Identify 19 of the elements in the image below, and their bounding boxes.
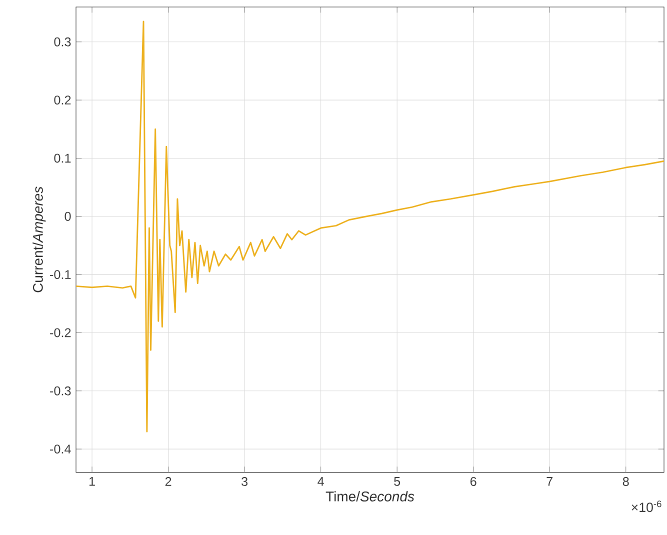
y-tick-label: -0.4 [50, 444, 71, 454]
y-tick-label: 0.2 [54, 96, 71, 105]
x-tick-label: 7 [546, 477, 553, 486]
y-tick-label: 0.1 [54, 154, 71, 163]
y-tick-label: -0.2 [50, 328, 71, 338]
y-tick-label: 0.3 [54, 37, 71, 46]
line-series [76, 20, 664, 432]
x-tick-label: 4 [318, 477, 324, 486]
y-tick-label: -0.1 [50, 270, 71, 280]
x-tick-label: 2 [165, 477, 172, 486]
y-tick-label: 0 [64, 212, 71, 221]
x-tick-label: 1 [89, 477, 95, 486]
text: ×10$^{-6}$ [632, 500, 662, 512]
x-tick-label: 5 [394, 477, 400, 486]
x-axis-title: Time/Seconds [326, 491, 414, 502]
x-tick-label: 3 [242, 477, 248, 486]
x-tick-label: 8 [622, 477, 629, 486]
x-tick-label: 6 [470, 477, 476, 486]
y-tick-label: -0.3 [50, 386, 71, 396]
